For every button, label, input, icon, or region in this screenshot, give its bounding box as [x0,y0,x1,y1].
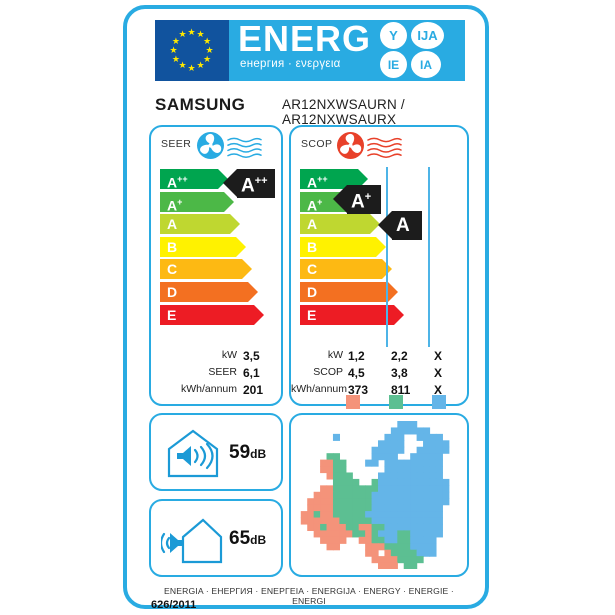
value-number: 201 [243,383,264,397]
airflow-heating-icon [367,137,404,166]
outdoor-noise-value: 65dB [229,528,267,549]
europe-climate-zones-map [297,421,459,574]
brand-name: SAMSUNG [155,95,246,114]
energy-class-E: E [300,304,404,325]
fan-cooling-icon [197,132,224,159]
indoor-noise-value: 59dB [229,442,267,463]
scop-label: SCOP [301,138,333,150]
heating-rating-arrow-1: A+ [333,185,381,214]
eu-flag-icon: ★ ★ ★ ★ ★ ★ ★ ★ ★ ★ ★ ★ [155,20,229,81]
cooling-panel: SEER A++ A+ A B C D E A++ kW 3,5 SEER 6,1 kWh/annu… [149,125,283,406]
heating-value-row: kWh/annum 373 811 X [291,383,471,400]
value-warmer: 4,5 [348,366,365,380]
value-number: 3,5 [243,349,260,363]
cooling-value-row: kWh/annum 201 [151,383,285,400]
zone-swatch-average [389,395,403,409]
outdoor-noise-panel: 65dB [149,499,283,577]
fan-heating-icon [337,132,364,159]
heating-panel: SCOP A++ A+ A B C D E A+ A kW 1,2 2,2 X SCOP 4,5 3,8… [289,125,469,406]
speaker-inside-house-icon [165,427,221,484]
seer-label: SEER [161,138,192,150]
energy-class-E: E [160,304,264,325]
eu-star: ★ [187,26,196,37]
value-colder: X [434,349,443,363]
lang-circle-ija: IJA [411,22,444,49]
value-label: kW [221,349,237,361]
energy-class-B: B [300,236,394,257]
model-number: AR12NXWSAURN / AR12NXWSAURX [282,97,405,127]
energy-wordmark: ENERG [238,18,372,59]
cooling-values: kW 3,5 SEER 6,1 kWh/annum 201 [151,349,285,400]
eu-star: ★ [196,60,205,71]
lang-circle-ia: IA [411,51,441,78]
energy-class-ladder-cooling: A++ A+ A B C D E [160,169,264,327]
eu-star: ★ [178,60,187,71]
eu-star: ★ [187,62,196,73]
language-circles: Y IJA IE IA [378,22,462,79]
energy-subtitle: енергия · ενεργεια [240,58,341,70]
value-label: SEER [208,366,237,378]
value-label: kWh/annum [291,383,348,395]
eu-star: ★ [203,53,212,64]
value-average: 2,2 [391,349,408,363]
lang-circle-y: Y [380,22,407,49]
value-average: 811 [391,383,411,397]
energy-class-B: B [160,236,254,257]
footer-languages: ENERGIA · ЕНЕРГИЯ · ΕΝΕΡΓΕΙΑ · ENERGIJA … [164,586,454,606]
eu-star: ★ [171,53,180,64]
label-header: ★ ★ ★ ★ ★ ★ ★ ★ ★ ★ ★ ★ ENERG енергия · ενεργεια Y … [155,18,465,81]
cooling-value-row: SEER 6,1 [151,366,285,383]
eu-star: ★ [178,28,187,39]
speaker-outside-house-icon [159,513,223,570]
energy-class-A+: A+ [160,191,254,213]
cooling-rating-arrow: A++ [223,169,275,198]
eu-star: ★ [169,44,178,55]
energy-class-A: A [300,214,394,235]
regulation-number: 626/2011 [151,599,197,611]
cooling-value-row: kW 3,5 [151,349,285,366]
energy-class-A++: A++ [300,169,394,191]
energy-class-ladder-heating: A++ A+ A B C D E [300,169,404,327]
value-label: SCOP [313,366,343,378]
eu-star: ★ [196,28,205,39]
eu-star: ★ [203,35,212,46]
value-label: kW [327,349,343,361]
climate-map-panel [289,413,469,577]
energy-label-card: ★ ★ ★ ★ ★ ★ ★ ★ ★ ★ ★ ★ ENERG енергия · ενεργεια Y … [123,5,489,611]
energy-class-D: D [160,281,258,302]
heating-value-row: SCOP 4,5 3,8 X [291,366,471,383]
brand-row: SAMSUNG AR12NXWSAURN / AR12NXWSAURX [155,93,485,127]
value-average: 3,8 [391,366,408,380]
eu-star: ★ [171,35,180,46]
heating-value-row: kW 1,2 2,2 X [291,349,471,366]
heating-rating-arrow-2: A [378,211,422,240]
zone-swatch-warmer [346,395,360,409]
value-number: 6,1 [243,366,260,380]
energy-class-C: C [160,259,254,280]
energy-class-A: A [160,214,254,235]
column-divider-1 [386,167,388,347]
eu-star: ★ [205,44,214,55]
airflow-cooling-icon [227,137,264,166]
value-label: kWh/annum [180,383,237,395]
lang-circle-ie: IE [380,51,407,78]
zone-swatch-colder [432,395,446,409]
energy-banner: ENERG енергия · ενεργεια Y IJA IE IA [229,18,465,81]
indoor-noise-panel: 59dB [149,413,283,491]
column-divider-2 [428,167,430,347]
value-warmer: 373 [348,383,369,397]
value-colder: X [434,366,443,380]
energy-class-D: D [300,281,398,302]
value-colder: X [434,383,443,397]
energy-class-C: C [300,259,394,280]
value-warmer: 1,2 [348,349,365,363]
